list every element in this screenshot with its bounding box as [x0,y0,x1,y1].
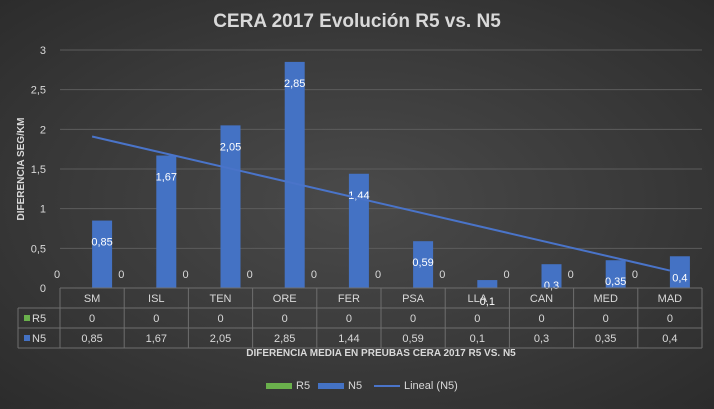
table-cell: 0,4 [662,333,677,345]
data-label-r5: 0 [311,269,317,281]
y-tick-label: 0,5 [31,243,46,255]
table-cell: 0 [89,313,95,325]
data-label-r5: 0 [375,269,381,281]
data-label-n5: 0,85 [91,237,112,249]
data-label-n5: 0,1 [480,296,495,308]
table-cell: 2,85 [274,333,295,345]
table-cell: 0 [474,313,480,325]
table-cell: 0,35 [595,333,616,345]
bar-n5 [348,173,369,288]
data-label-n5: 0,4 [672,272,687,284]
y-axis-label: DIFERENCIA SEG/KM [16,118,27,221]
x-tick-label: FER [338,293,360,305]
table-cell: 0 [153,313,159,325]
x-tick-label: LLA [468,293,488,305]
bar-n5 [541,264,562,288]
data-label-n5: 1,67 [156,172,177,184]
y-tick-label: 3 [40,45,46,57]
table-cell: 0 [217,313,223,325]
table-cell: 0,1 [470,333,485,345]
x-tick-label: PSA [402,293,425,305]
table-cell: 0 [346,313,352,325]
data-label-r5: 0 [247,269,253,281]
y-tick-label: 1,5 [31,164,46,176]
x-tick-label: ORE [273,293,297,305]
bar-n5 [156,155,177,288]
bar-n5 [284,61,305,289]
legend-label-n5: N5 [348,380,362,392]
trendline [91,135,671,272]
chart-title: CERA 2017 Evolución R5 vs. N5 [213,11,501,32]
legend-swatch-n5 [318,383,344,389]
legend-swatch-r5 [266,383,292,389]
legend-label-trendline: Lineal (N5) [404,380,458,392]
y-tick-label: 0 [40,283,46,295]
bar-n5 [92,220,113,288]
data-label-r5: 0 [118,269,124,281]
x-tick-label: MED [593,293,618,305]
data-label-n5: 2,85 [284,78,305,90]
data-label-r5: 0 [182,269,188,281]
table-cell: 0 [410,313,416,325]
data-label-r5: 0 [503,269,509,281]
data-label-r5: 0 [439,269,445,281]
table-legend-key [24,315,30,321]
table-cell: 0 [603,313,609,325]
bar-n5 [413,241,434,288]
table-cell: 1,67 [146,333,167,345]
table-cell: 0 [667,313,673,325]
bar-n5 [477,280,498,288]
table-cell: 0,85 [81,333,102,345]
table-cell: 0 [538,313,544,325]
data-label-n5: 0,59 [412,257,433,269]
x-tick-label: MAD [658,293,683,305]
table-cell: 0 [282,313,288,325]
table-cell: 0,3 [534,333,549,345]
data-label-r5: 0 [632,269,638,281]
table-series-name: N5 [32,333,46,345]
table-cell: 0,59 [402,333,423,345]
x-tick-label: SM [84,293,101,305]
data-label-r5: 0 [54,269,60,281]
table-series-name: R5 [32,313,46,325]
data-label-n5: 0,3 [544,280,559,292]
x-tick-label: CAN [530,293,553,305]
data-label-n5: 0,35 [605,276,626,288]
x-tick-label: ISL [148,293,165,305]
table-cell: 2,05 [210,333,231,345]
bar-n5 [605,260,626,288]
data-label-r5: 0 [568,269,574,281]
y-tick-label: 2,5 [31,85,46,97]
x-axis-label: DIFERENCIA MEDIA EN PREUBAS CERA 2017 R5… [246,348,516,359]
data-label-n5: 2,05 [220,141,241,153]
y-tick-label: 1 [40,204,46,216]
bar-n5 [669,256,690,288]
table-legend-key [24,335,30,341]
bar-n5 [220,125,241,288]
x-tick-label: TEN [210,293,232,305]
legend-label-r5: R5 [296,380,310,392]
table-cell: 1,44 [338,333,359,345]
y-tick-label: 2 [40,124,46,136]
